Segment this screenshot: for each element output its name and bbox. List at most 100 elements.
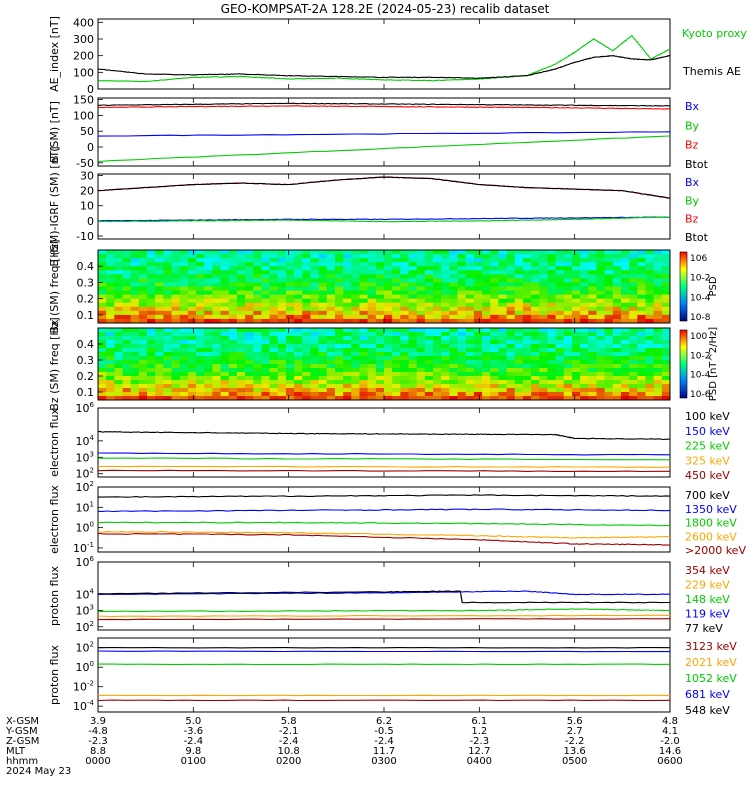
heatmap-cell <box>98 266 107 271</box>
footer-cell: -2.3 <box>88 736 108 747</box>
heatmap-cell <box>163 388 172 393</box>
heatmap-cell <box>130 310 140 316</box>
heatmap-cell <box>580 294 589 300</box>
heatmap-cell <box>498 328 507 333</box>
heatmap-cell <box>580 380 589 385</box>
heatmap-cell <box>318 360 328 365</box>
heatmap-cell <box>612 286 622 291</box>
heatmap-cell <box>310 384 320 389</box>
heatmap-cell <box>596 368 606 373</box>
heatmap-cell <box>637 392 646 397</box>
heatmap-cell <box>424 360 434 365</box>
heatmap-cell <box>114 310 123 316</box>
heatmap-cell <box>236 364 246 369</box>
y-tick-label: 106 <box>76 555 95 569</box>
heatmap-cell <box>612 332 622 337</box>
heatmap-cell <box>441 388 450 393</box>
heatmap-cell <box>245 254 254 259</box>
heatmap-cell <box>302 372 311 377</box>
heatmap-cell <box>375 286 385 291</box>
heatmap-cell <box>620 270 630 275</box>
heatmap-cell <box>645 332 655 337</box>
heatmap-cell <box>620 388 630 393</box>
heatmap-cell <box>138 318 148 324</box>
heatmap-cell <box>138 274 148 279</box>
heatmap-cell <box>114 356 123 361</box>
heatmap-cell <box>457 368 467 373</box>
footer-row-label: hhmm <box>6 756 38 767</box>
heatmap-cell <box>179 384 189 389</box>
heatmap-cell <box>400 250 409 255</box>
heatmap-cell <box>114 286 123 291</box>
heatmap-cell <box>629 286 638 291</box>
heatmap-cell <box>196 290 205 296</box>
heatmap-cell <box>367 310 377 316</box>
heatmap-cell <box>122 352 132 357</box>
heatmap-cell <box>637 282 646 287</box>
heatmap-cell <box>228 364 238 369</box>
heatmap-cell <box>612 282 622 287</box>
series-line <box>97 135 671 163</box>
heatmap-cell <box>147 364 156 369</box>
heatmap-cell <box>580 302 589 308</box>
heatmap-cell <box>580 348 589 353</box>
heatmap-cell <box>375 332 385 337</box>
heatmap-cell <box>384 352 393 357</box>
heatmap-cell <box>220 270 230 275</box>
heatmap-cell <box>449 282 458 287</box>
heatmap-cell <box>424 286 434 291</box>
heatmap-cell <box>187 376 197 381</box>
heatmap-cell <box>114 340 123 345</box>
heatmap-cell <box>620 384 630 389</box>
heatmap-cell <box>179 380 189 385</box>
heatmap-cell <box>384 336 393 341</box>
heatmap-cell <box>547 376 556 381</box>
heatmap-cell <box>457 392 467 397</box>
heatmap-cell <box>645 356 655 361</box>
heatmap-cell <box>645 384 655 389</box>
heatmap-cell <box>416 254 426 259</box>
heatmap-cell <box>555 262 565 267</box>
heatmap-cell <box>490 254 499 259</box>
heatmap-cell <box>498 360 507 365</box>
heatmap-cell <box>392 310 401 316</box>
heatmap-cell <box>171 318 181 324</box>
heatmap-cell <box>220 290 230 296</box>
heatmap-cell <box>620 372 630 377</box>
heatmap-cell <box>490 352 499 357</box>
heatmap-cell <box>122 286 132 291</box>
heatmap-cell <box>400 258 409 263</box>
heatmap-cell <box>661 360 671 365</box>
heatmap-cell <box>588 364 597 369</box>
heatmap-cell <box>130 274 140 279</box>
heatmap-cell <box>384 286 393 291</box>
heatmap-cell <box>228 270 238 275</box>
heatmap-cell <box>147 254 156 259</box>
heatmap-cell <box>236 388 246 393</box>
heatmap-cell <box>449 372 458 377</box>
heatmap-cell <box>424 372 434 377</box>
legend-entry: 150 keV <box>685 425 730 438</box>
heatmap-cell <box>269 332 279 337</box>
heatmap-cell <box>457 364 467 369</box>
heatmap-cell <box>359 388 369 393</box>
heatmap-cell <box>645 376 655 381</box>
heatmap-cell <box>171 250 181 255</box>
heatmap-cell <box>236 384 246 389</box>
heatmap-cell <box>661 396 671 401</box>
heatmap-cell <box>269 396 279 401</box>
heatmap-cell <box>555 310 565 316</box>
heatmap-cell <box>179 306 189 312</box>
heatmap-cell <box>539 380 548 385</box>
heatmap-cell <box>637 344 646 349</box>
heatmap-cell <box>375 278 385 283</box>
heatmap-cell <box>580 368 589 373</box>
heatmap-cell <box>334 368 344 373</box>
heatmap-cell <box>375 282 385 287</box>
heatmap-cell <box>539 344 548 349</box>
heatmap-cell <box>482 286 491 291</box>
plot-frame <box>97 173 671 240</box>
heatmap-cell <box>629 310 638 316</box>
heatmap-cell <box>302 302 311 308</box>
heatmap-cell <box>620 274 630 279</box>
